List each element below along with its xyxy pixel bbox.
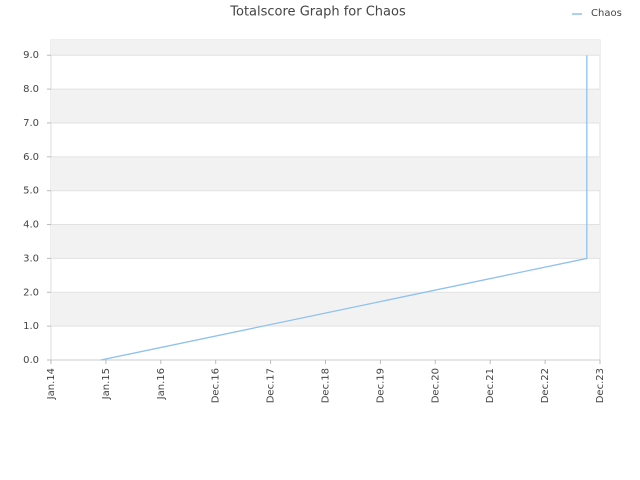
x-tick-label: Dec.23 bbox=[595, 368, 606, 403]
x-tick-label: Dec.16 bbox=[211, 368, 222, 403]
y-tick-label: 8.0 bbox=[23, 84, 39, 95]
data-line bbox=[100, 55, 588, 361]
x-tick-label: Jan.14 bbox=[46, 368, 57, 400]
x-tick-label: Dec.20 bbox=[430, 368, 441, 403]
x-tick-label: Dec.21 bbox=[485, 368, 496, 403]
y-tick-label: 7.0 bbox=[23, 118, 39, 129]
x-tick-label: Dec.18 bbox=[321, 368, 332, 403]
grid-band bbox=[51, 292, 600, 327]
y-tick-label: 1.0 bbox=[23, 321, 39, 332]
y-tick-label: 3.0 bbox=[23, 253, 39, 264]
legend-label: Chaos bbox=[591, 8, 622, 19]
x-tick-label: Dec.19 bbox=[375, 368, 386, 403]
y-tick-label: 6.0 bbox=[23, 152, 39, 163]
y-tick-label: 2.0 bbox=[23, 287, 39, 298]
grid-band bbox=[51, 224, 600, 259]
y-tick-label: 0.0 bbox=[23, 355, 39, 366]
chart-title: Totalscore Graph for Chaos bbox=[229, 5, 406, 20]
grid-band bbox=[51, 156, 600, 191]
x-tick-label: Dec.17 bbox=[266, 368, 277, 403]
x-tick-label: Jan.16 bbox=[156, 368, 167, 400]
x-tick-label: Dec.22 bbox=[540, 368, 551, 403]
y-tick-label: 4.0 bbox=[23, 220, 39, 231]
grid-band bbox=[51, 40, 600, 56]
x-tick-label: Jan.15 bbox=[101, 368, 112, 400]
grid-band bbox=[51, 89, 600, 123]
y-tick-label: 9.0 bbox=[23, 50, 39, 61]
y-tick-label: 5.0 bbox=[23, 186, 39, 197]
